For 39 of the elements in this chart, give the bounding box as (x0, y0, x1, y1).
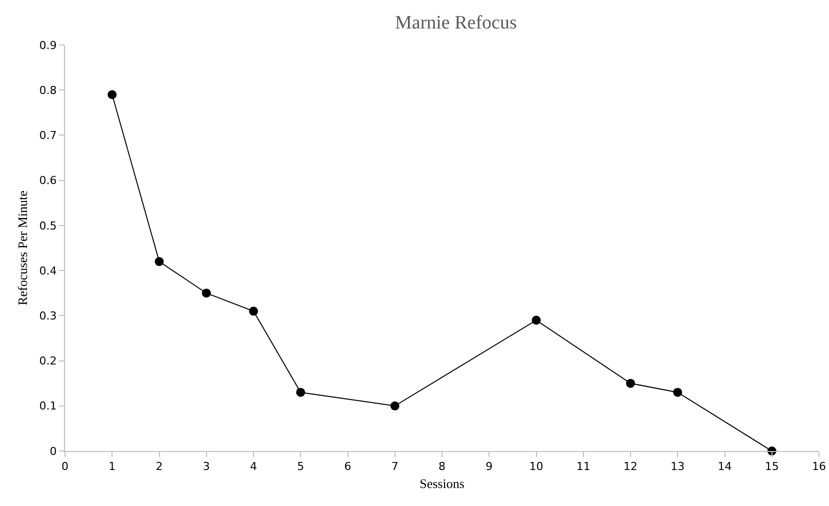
x-tick-label: 15 (764, 460, 779, 474)
x-tick-label: 9 (486, 460, 493, 474)
y-tick-label: 0.7 (39, 129, 57, 142)
y-tick-label: 0.1 (39, 400, 57, 413)
x-axis-title: Sessions (420, 476, 464, 491)
y-tick-label: 0.4 (39, 264, 57, 278)
point (202, 288, 211, 298)
x-tick-label: 11 (576, 460, 590, 474)
point (296, 388, 306, 397)
point (626, 378, 635, 388)
y-tick-label: 0.5 (39, 219, 57, 232)
x-tick-label: 6 (344, 460, 352, 474)
point (532, 316, 541, 325)
x-tick-label: 13 (670, 460, 685, 474)
y-tick-label: 0 (50, 444, 57, 458)
x-tick-label: 7 (391, 460, 398, 474)
x-tick-label: 8 (438, 460, 446, 474)
x-tick-label: 16 (812, 460, 826, 474)
point (154, 257, 164, 266)
y-tick-label: 0.2 (39, 354, 57, 368)
point (108, 90, 117, 100)
y-tick-label: 0.8 (39, 84, 57, 97)
x-tick-label: 12 (624, 460, 638, 474)
point (390, 401, 400, 410)
y-axis-title: Refocuses Per Minute (15, 190, 30, 306)
y-tick-label: 0.6 (39, 174, 57, 188)
chart-title: Marnie Refocus (395, 12, 517, 34)
point (673, 388, 682, 397)
y-tick-label: 0.3 (39, 310, 57, 323)
x-tick-label: 14 (718, 460, 732, 474)
x-tick-label: 10 (529, 460, 544, 474)
x-tick-label: 4 (250, 460, 257, 474)
x-tick-label: 2 (156, 460, 163, 474)
point (249, 306, 258, 316)
x-tick-label: 5 (297, 460, 304, 474)
x-tick-label: 0 (62, 460, 68, 474)
x-tick-label: 3 (202, 460, 210, 474)
x-tick-label: 1 (108, 460, 116, 474)
y-tick-label: 0.9 (39, 38, 57, 52)
